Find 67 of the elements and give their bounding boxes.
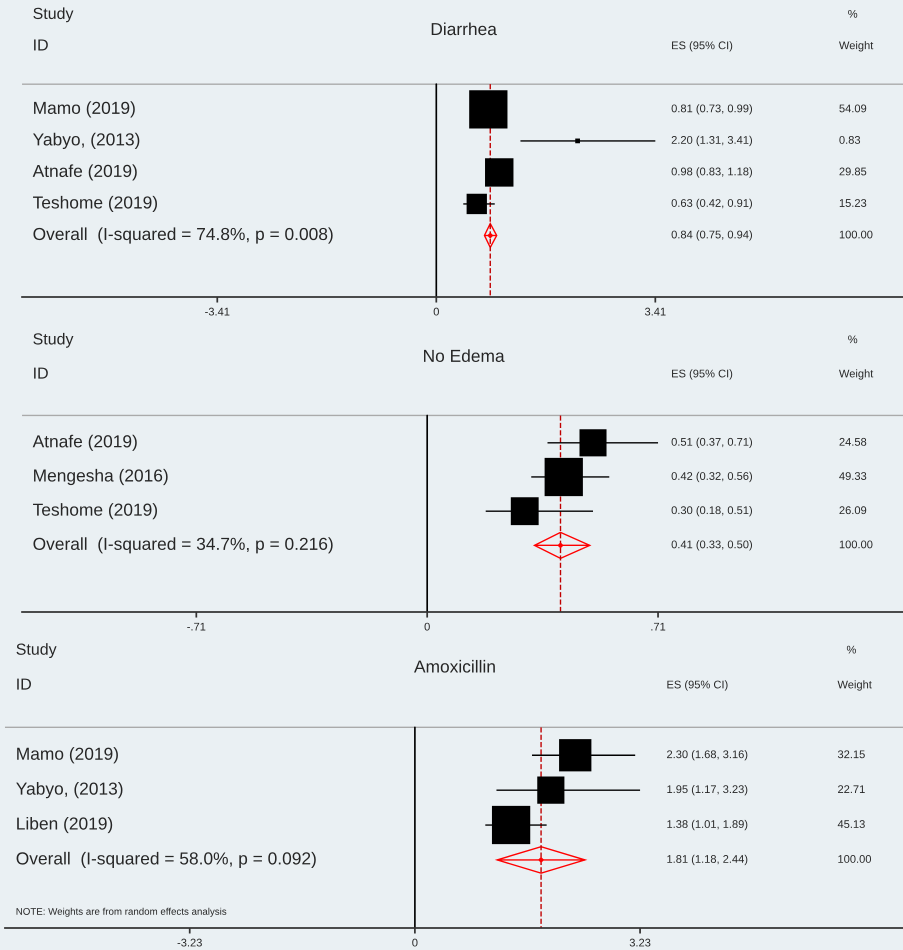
y-tick-label: Yabyo, (2013) [33,132,140,149]
x-tick-label: -.71 [187,622,206,630]
y-tick-label: Overall (I-squared = 74.8%, p = 0.008) [33,227,333,244]
annotation: 22.71 [838,785,865,794]
annotation: 2.30 (1.68, 3.16) [667,750,748,760]
y-tick-label: Overall (I-squared = 34.7%, p = 0.216) [33,537,333,554]
annotation: 15.23 [840,199,866,207]
annotation: 1.38 (1.01, 1.89) [667,820,748,830]
annotation: 0.30 (0.18, 0.51) [672,506,752,516]
y-tick-label: Mamo (2019) [17,747,118,764]
y-tick-label: Yabyo, (2013) [16,782,122,798]
annotation: 0.81 (0.73, 0.99) [672,104,752,115]
x-tick-label: -3.41 [205,308,230,316]
x-tick-label: .71 [651,622,666,630]
annotation: 0.51 (0.37, 0.71) [672,438,752,448]
x-tick-label: 0 [424,622,430,631]
text: ES (95% CI) [672,41,732,52]
y-tick-label: Atnafe (2019) [32,434,137,451]
annotation: 0.42 (0.32, 0.56) [672,472,752,482]
annotation: 1.81 (1.18, 2.44) [667,854,748,866]
annotation: 49.33 [839,472,866,480]
annotation: 45.13 [838,820,865,828]
text: Weight [838,680,872,691]
x-tick-label: 3.41 [644,308,666,316]
text: ID [34,39,48,50]
text: ES (95% CI) [667,680,728,691]
annotation: 29.85 [839,168,866,176]
annotation: 100.00 [840,540,872,548]
annotation: 0.98 (0.83, 1.18) [672,167,752,178]
text: Study [33,7,74,22]
text: % [848,335,858,344]
text: Study [16,643,57,658]
text: Weight [838,41,874,52]
annotation: 24.58 [839,438,866,446]
annotation: 26.09 [839,506,866,514]
y-tick-label: Teshome (2019) [33,196,157,212]
annotation: 2.20 (1.31, 3.41) [672,136,752,146]
y-tick-label: Teshome (2019) [33,503,157,520]
text: Weight [838,369,874,380]
chart-title: Amoxicillin [414,660,495,673]
annotation: 0.63 (0.42, 0.91) [672,198,752,210]
annotation: 0.84 (0.75, 0.94) [672,230,752,241]
text: % [846,646,856,654]
y-tick-label: Atnafe (2019) [32,164,137,181]
annotation: 1.95 (1.17, 3.23) [667,784,748,796]
annotation: 100.00 [838,855,872,863]
annotation: 32.15 [838,750,865,758]
x-tick-label: 0 [412,938,418,947]
y-tick-label: Overall (I-squared = 58.0%, p = 0.092) [16,852,316,868]
x-tick-label: 3.23 [630,938,650,947]
annotation: 100.00 [840,230,872,238]
annotation: 0.83 [839,136,860,144]
text: ID [17,678,31,690]
text: ID [34,368,48,379]
text: NOTE: Weights are from random effects analysis [16,908,226,917]
x-tick-label: -3.23 [178,938,202,947]
y-tick-label: Mengesha (2016) [34,468,168,486]
chart-title: No Edema [424,349,505,362]
y-tick-label: Mamo (2019) [34,101,135,118]
annotation: 0.41 (0.33, 0.50) [672,540,752,551]
annotation: 54.09 [839,104,866,112]
y-tick-label: Liben (2019) [17,816,112,834]
chart-title: Diarrhea [432,22,497,36]
x-tick-label: 0 [434,308,439,316]
text: ES (95% CI) [672,369,732,380]
text: Study [33,332,74,348]
text: % [848,10,858,18]
